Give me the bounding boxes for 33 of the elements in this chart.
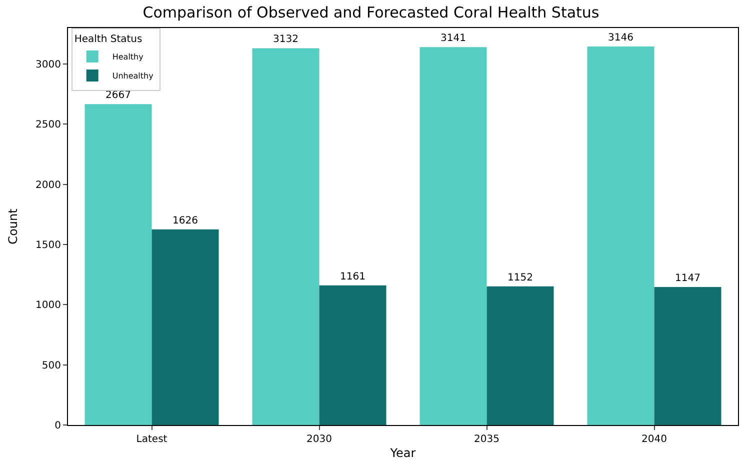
bar [152,229,219,425]
bar [486,286,554,425]
bar [252,48,320,425]
y-axis-title: Count [6,208,20,244]
data-label: 3146 [608,32,634,44]
data-label: 1147 [675,273,700,284]
data-label: 3132 [273,34,298,46]
legend-label: Unhealthy [112,72,154,81]
data-label: 1152 [508,272,533,284]
x-tick-label: 2035 [474,434,500,445]
x-axis-title: Year [389,446,416,460]
bar [587,46,654,425]
y-tick-label: 1000 [36,300,61,312]
legend-title: Health Status [74,34,142,45]
data-label: 2667 [106,90,131,102]
y-tick-label: 500 [42,360,61,372]
x-tick-label: Latest [136,434,168,445]
data-label: 1626 [172,215,198,226]
y-tick-label: 2000 [36,180,61,191]
y-tick-label: 3000 [36,60,61,71]
y-tick-label: 2500 [36,120,61,131]
y-tick-label: 0 [54,420,61,432]
legend-label: Healthy [112,52,144,62]
bar [84,104,152,425]
y-tick-label: 1500 [36,240,61,252]
x-tick-label: 2040 [642,434,667,445]
x-tick-label: 2030 [306,434,332,445]
bar [319,285,386,425]
chart-title: Comparison of Observed and Forecasted Coral Health Status [142,3,600,22]
bar [420,47,487,425]
bar [654,287,722,425]
data-label: 3141 [440,33,466,44]
data-label: 1161 [340,271,366,282]
